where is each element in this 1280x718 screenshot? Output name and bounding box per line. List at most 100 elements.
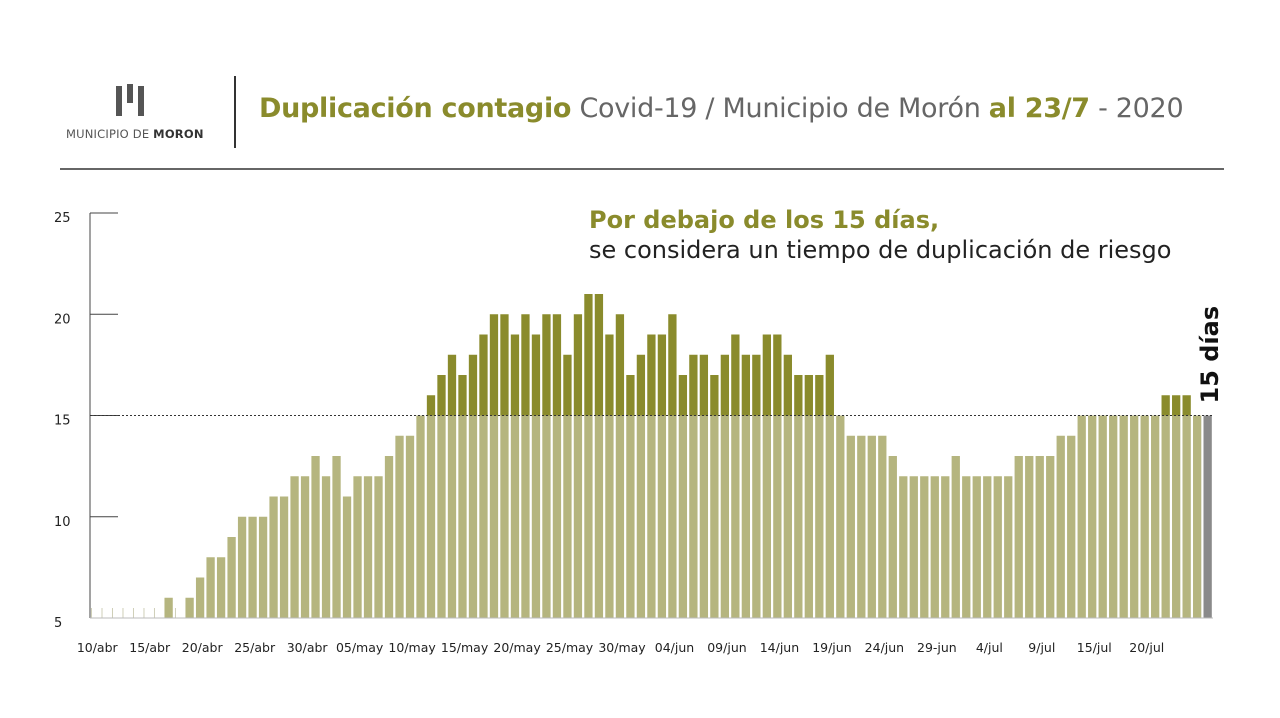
bar xyxy=(941,476,950,618)
bar xyxy=(395,435,404,618)
x-tick-label: 10/abr xyxy=(77,640,119,655)
bar xyxy=(227,537,236,618)
bar xyxy=(552,415,562,618)
x-tick-label: 25/abr xyxy=(234,640,276,655)
bar xyxy=(878,435,887,618)
bar-above-threshold xyxy=(710,375,719,416)
bar-above-threshold xyxy=(699,354,709,416)
bar-above-threshold xyxy=(447,354,457,416)
bar-min-marker xyxy=(101,608,103,618)
bar xyxy=(773,415,782,618)
bar xyxy=(615,415,625,618)
bar-above-threshold xyxy=(615,314,625,416)
bar xyxy=(668,415,677,618)
bar xyxy=(867,435,876,618)
bar xyxy=(1035,456,1044,618)
bar xyxy=(993,476,1002,618)
bar xyxy=(1119,415,1128,618)
bar-above-threshold xyxy=(468,354,478,416)
bar xyxy=(279,496,289,618)
title-date: al 23/7 xyxy=(988,93,1090,124)
bar xyxy=(794,415,803,618)
bar xyxy=(888,456,897,618)
bar xyxy=(1151,415,1160,618)
bar-above-threshold xyxy=(594,294,604,416)
x-tick-label: 09/jun xyxy=(707,640,746,655)
bar xyxy=(321,476,331,618)
bar xyxy=(573,415,583,618)
bar xyxy=(605,415,614,618)
bar xyxy=(836,415,845,618)
bar-above-threshold xyxy=(825,354,834,416)
y-tick-label: 15 xyxy=(54,414,71,429)
bar xyxy=(951,456,960,618)
x-tick-label: 10/may xyxy=(388,640,436,655)
bar-above-threshold xyxy=(605,334,614,416)
y-tick-label: 25 xyxy=(54,211,71,226)
bar xyxy=(1077,415,1086,618)
logo-text-bold: MORON xyxy=(153,127,204,141)
bar-min-marker xyxy=(153,608,155,618)
bar xyxy=(1172,415,1181,618)
x-tick-label: 20/may xyxy=(493,640,541,655)
bar xyxy=(731,415,740,618)
bar xyxy=(983,476,992,618)
x-tick-label: 25/may xyxy=(546,640,594,655)
bar xyxy=(195,577,205,618)
x-tick-label: 05/may xyxy=(336,640,384,655)
bar xyxy=(762,415,771,618)
x-tick-label: 15/may xyxy=(441,640,489,655)
bar-above-threshold xyxy=(573,314,583,416)
bar xyxy=(825,415,834,618)
bar xyxy=(752,415,761,618)
bar xyxy=(720,415,730,618)
y-tick-label: 10 xyxy=(54,515,71,530)
bar xyxy=(500,415,509,618)
bar-above-threshold xyxy=(1182,395,1191,416)
bar-min-marker xyxy=(174,608,176,618)
bar-min-marker xyxy=(111,608,113,618)
bar-above-threshold xyxy=(584,294,593,416)
bar xyxy=(909,476,918,618)
bar xyxy=(405,435,415,618)
logo-text: MUNICIPIO DE MORON xyxy=(66,127,204,141)
x-tick-label: 20/jul xyxy=(1129,640,1164,655)
bar xyxy=(363,476,373,618)
bar-above-threshold xyxy=(647,334,656,416)
bar xyxy=(290,476,299,618)
annotation-line1: Por debajo de los 15 días, xyxy=(589,206,940,234)
bar-min-marker xyxy=(143,608,145,618)
bar-above-threshold xyxy=(678,375,688,416)
bar xyxy=(374,476,383,618)
x-tick-label: 15/abr xyxy=(129,640,171,655)
bar-above-threshold xyxy=(426,395,436,416)
bar xyxy=(468,415,478,618)
bar-above-threshold xyxy=(783,354,792,416)
x-tick-label: 14/jun xyxy=(760,640,799,655)
bar-above-threshold xyxy=(552,314,562,416)
bar-above-threshold xyxy=(479,334,488,416)
y-tick-label: 20 xyxy=(54,312,71,327)
bar xyxy=(542,415,551,618)
bar xyxy=(804,415,813,618)
x-tick-label: 29-jun xyxy=(917,640,957,655)
x-tick-label: 20/abr xyxy=(182,640,224,655)
bar xyxy=(1182,415,1191,618)
bar xyxy=(689,415,698,618)
bar xyxy=(1056,435,1065,618)
bar-above-threshold xyxy=(1161,395,1170,416)
bar xyxy=(489,415,499,618)
threshold-label: 15 días xyxy=(1196,306,1224,404)
bar xyxy=(920,476,929,618)
x-tick-label: 24/jun xyxy=(865,640,904,655)
bar-above-threshold xyxy=(804,375,813,416)
bar-above-threshold xyxy=(531,334,541,416)
bar xyxy=(815,415,824,618)
bar xyxy=(1161,415,1170,618)
y-tick-label: 5 xyxy=(54,616,62,631)
bar-above-threshold xyxy=(510,334,520,416)
bar xyxy=(416,415,425,618)
bar xyxy=(783,415,792,618)
bar xyxy=(857,435,866,618)
